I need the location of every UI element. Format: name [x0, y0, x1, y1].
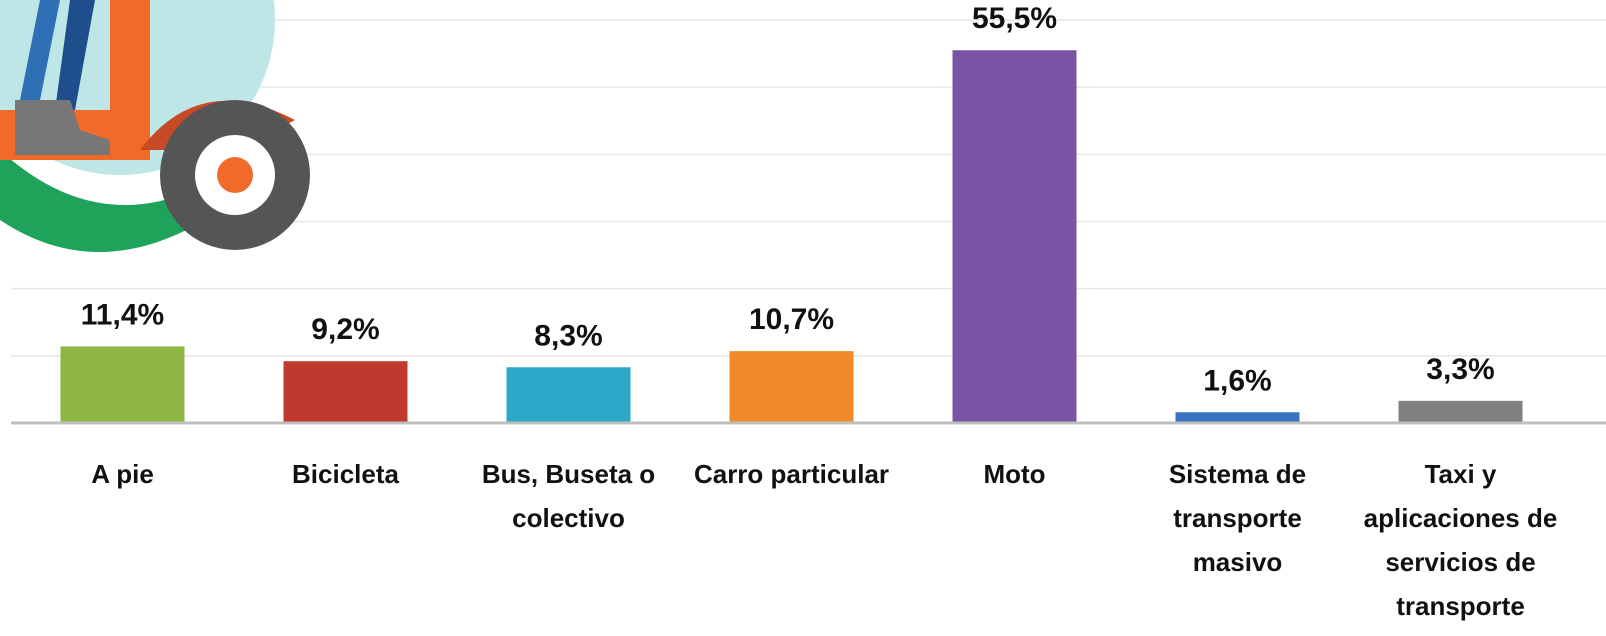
bar	[60, 346, 185, 423]
x-tick-label: Sistema de transporte masivo	[1168, 459, 1307, 577]
value-label: 3,3%	[1426, 353, 1494, 386]
bar	[1398, 400, 1523, 423]
value-label: 55,5%	[972, 2, 1057, 35]
illustration	[0, 0, 310, 252]
value-label: 1,6%	[1203, 364, 1271, 397]
x-tick-label: A pie	[91, 459, 154, 489]
bar	[952, 50, 1077, 423]
value-label: 10,7%	[749, 303, 834, 336]
value-label: 9,2%	[311, 313, 379, 346]
bar	[506, 367, 631, 423]
value-label: 8,3%	[534, 319, 602, 352]
bar	[729, 351, 854, 423]
bar	[283, 361, 408, 423]
x-tick-label: Carro particular	[693, 459, 890, 489]
value-label: 11,4%	[81, 298, 164, 331]
x-tick-label: Bicicleta	[292, 459, 399, 489]
x-tick-label: Taxi y aplicaciones de servicios de tran…	[1363, 459, 1558, 621]
x-tick-label: Bus, Buseta o colectivo	[481, 459, 656, 533]
bar	[1175, 412, 1300, 423]
x-tick-label: Moto	[983, 459, 1046, 489]
